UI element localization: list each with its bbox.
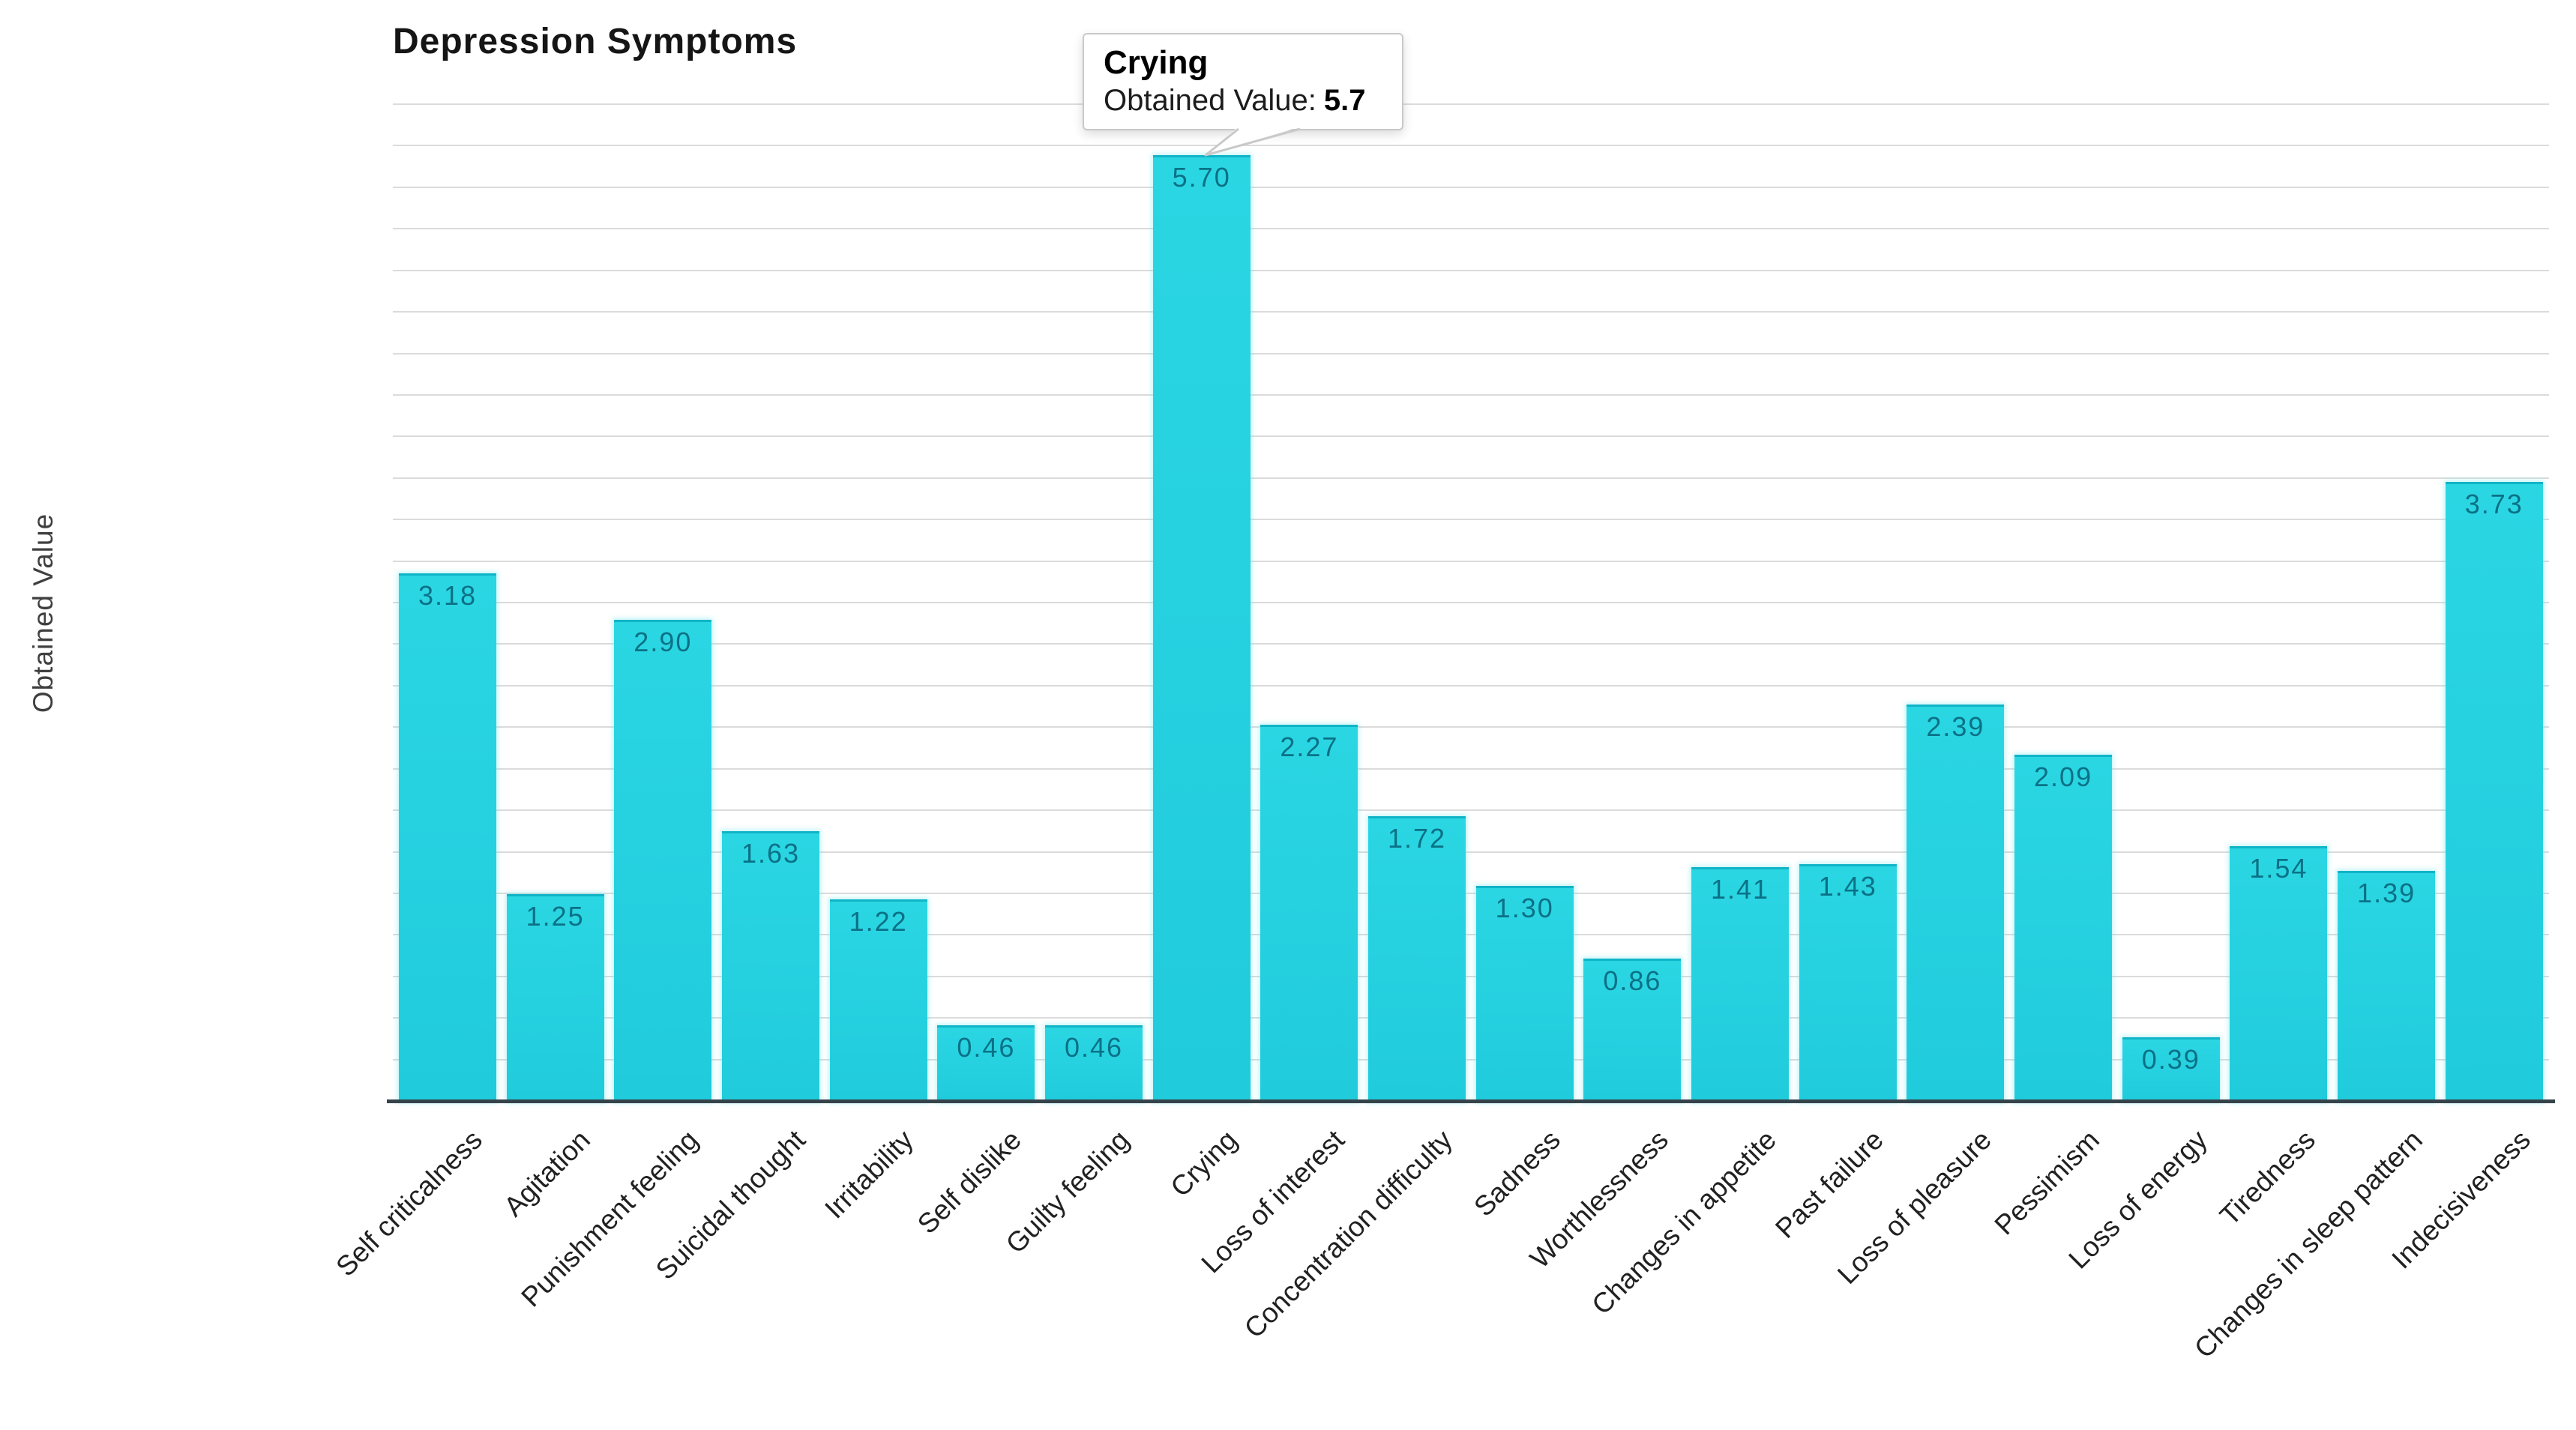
gridline [393,1058,2549,1061]
bar-worthlessness[interactable]: 0.86 [1583,959,1682,1102]
bar-sadness[interactable]: 1.30 [1475,885,1574,1102]
bar-self-criticalness[interactable]: 3.18 [399,573,496,1102]
bar-value-label: 2.09 [2034,761,2093,792]
bar-value-label: 1.43 [1818,871,1877,902]
gridline [393,892,2549,894]
x-axis-label: Tiredness [2213,1124,2321,1231]
gridline [393,851,2549,853]
x-axis-label: Crying [1164,1124,1243,1203]
gridline [393,975,2549,977]
bar-agitation[interactable]: 1.25 [506,893,604,1102]
gridline [393,684,2549,687]
gridline [393,560,2549,562]
x-axis-label: Self dislike [911,1124,1027,1240]
tooltip-row: Obtained Value: 5.7 [1104,84,1382,118]
bar-value-label: 2.90 [634,627,693,658]
gridline [393,726,2549,728]
bar-value-label: 1.41 [1711,874,1770,905]
tooltip-value: 5.7 [1323,83,1366,117]
bar-self-dislike[interactable]: 0.46 [937,1025,1035,1102]
gridline [393,519,2549,521]
gridline [393,477,2549,479]
gridline [393,934,2549,936]
bar-loss-of-interest[interactable]: 2.27 [1260,724,1358,1102]
bar-value-label: 1.30 [1495,892,1554,923]
bar-value-label: 0.46 [957,1032,1016,1064]
bar-punishment-feeling[interactable]: 2.90 [614,620,712,1102]
bar-concentration-difficulty[interactable]: 1.72 [1368,815,1466,1102]
bar-value-label: 0.86 [1603,965,1662,997]
plot-area: 3.18 1.25 2.90 1.63 1.22 0.46 0.46 5.70 2.27 1.72… [393,103,2549,1102]
gridline [393,435,2549,438]
x-axis-label: Pessimism [1988,1124,2105,1241]
bar-value-label: 2.27 [1280,731,1339,762]
bar-crying[interactable]: 5.70 [1152,154,1251,1102]
x-axis-label: Agitation [497,1124,596,1222]
bar-series: 3.18 1.25 2.90 1.63 1.22 0.46 0.46 5.70 2.27 1.72… [393,105,2549,1102]
x-axis-label: Punishment feeling [514,1124,704,1313]
bar-value-label: 0.46 [1064,1032,1124,1064]
chart-title: Depression Symptoms [393,22,798,61]
bar-irritability[interactable]: 1.22 [829,899,927,1102]
gridline [393,352,2549,355]
x-axis-label: Changes in appetite [1585,1124,1782,1321]
bar-loss-of-energy[interactable]: 0.39 [2122,1037,2220,1102]
bar-value-label: 1.54 [2249,852,2308,884]
bar-value-label: 1.22 [849,905,908,937]
bar-pessimism[interactable]: 2.09 [2014,754,2113,1102]
bar-changes-in-sleep-pattern[interactable]: 1.39 [2338,870,2436,1102]
gridline [393,1017,2549,1019]
bar-guilty-feeling[interactable]: 0.46 [1045,1025,1143,1102]
gridline [393,767,2549,770]
bar-suicidal-thought[interactable]: 1.63 [722,830,820,1102]
bar-tiredness[interactable]: 1.54 [2230,845,2328,1102]
gridline [393,602,2549,603]
bar-value-label: 1.63 [741,837,801,869]
x-axis-label: Irritability [819,1124,920,1225]
x-axis-line [387,1099,2555,1103]
gridline [393,809,2549,812]
x-axis-label: Concentration difficulty [1238,1124,1459,1345]
gridline [393,393,2549,396]
gridline [393,103,2549,105]
tooltip-title: Crying [1104,44,1209,81]
gridline [393,228,2549,230]
bar-value-label: 1.25 [526,900,585,932]
gridline [393,311,2549,313]
bar-value-label: 1.72 [1388,822,1447,854]
gridline [393,643,2549,645]
bar-value-label: 0.39 [2141,1043,2200,1075]
tooltip: Crying Obtained Value: 5.7 [1083,33,1403,130]
y-axis-label: Obtained Value [28,513,58,714]
tooltip-label: Obtained Value: [1104,83,1316,117]
bar-value-label: 3.18 [418,580,478,612]
bar-value-label: 5.70 [1172,161,1231,193]
x-axis-label: Sadness [1468,1124,1566,1222]
bar-value-label: 3.73 [2464,489,2524,520]
bar-loss-of-pleasure[interactable]: 2.39 [1907,705,2005,1102]
gridline [393,269,2549,271]
x-axis-label: Self criticalness [330,1124,488,1282]
gridline [393,145,2549,147]
bar-value-label: 2.39 [1926,711,1985,743]
bar-indecisiveness[interactable]: 3.73 [2445,482,2543,1102]
gridline [393,186,2549,188]
bar-value-label: 1.39 [2357,877,2416,908]
bar-past-failure[interactable]: 1.43 [1799,864,1897,1102]
bar-changes-in-appetite[interactable]: 1.41 [1691,867,1790,1102]
